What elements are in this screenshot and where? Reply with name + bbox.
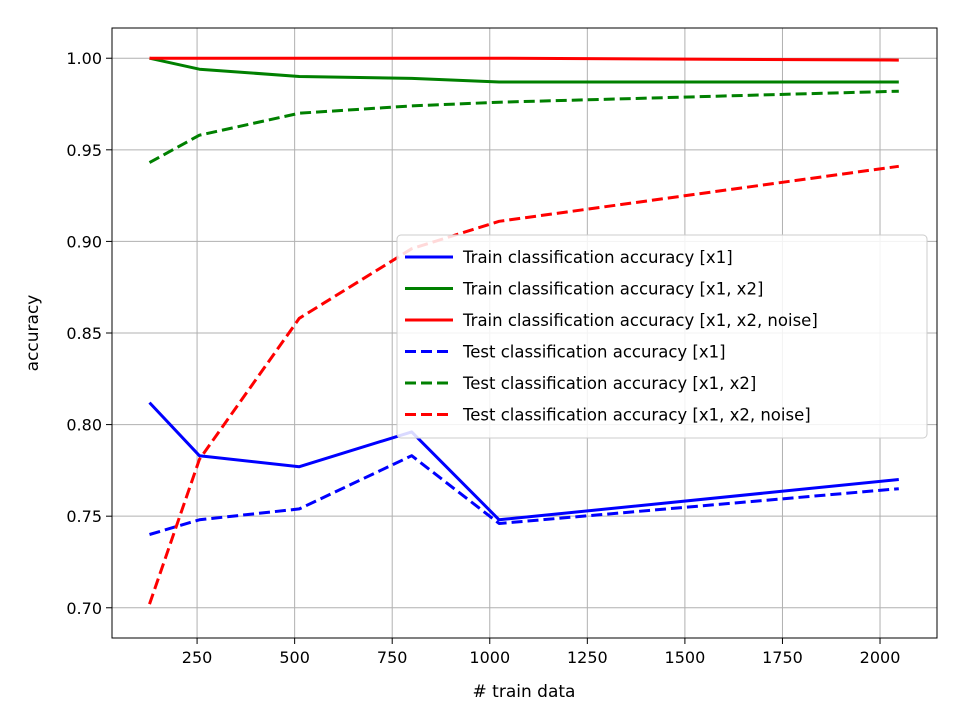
legend-label: Test classification accuracy [x1, x2, no… [462,406,811,425]
x-tick-label: 1750 [762,648,803,667]
series-line [149,56,899,84]
legend-box [396,234,928,439]
y-tick-label: 0.70 [66,599,102,618]
series-line [148,401,899,522]
x-axis: 250 500 750 1000 1250 1500 1750 2000 [182,638,901,667]
x-tick-label: 500 [279,648,310,667]
x-tick-label: 750 [377,648,408,667]
series-line [148,164,900,605]
y-tick-label: 0.80 [66,416,102,435]
legend-label: Train classification accuracy [x1, x2] [462,280,763,299]
series-lines [148,56,900,605]
legend-label: Train classification accuracy [x1, x2, n… [462,311,818,330]
y-tick-label: 0.95 [66,141,102,160]
series-line [149,56,899,62]
x-tick-label: 2000 [860,648,901,667]
x-tick-label: 1500 [665,648,706,667]
y-tick-label: 0.90 [66,232,102,251]
legend-label: Train classification accuracy [x1] [462,248,733,267]
series-line [148,89,899,164]
legend: Train classification accuracy [x1] Train … [396,234,928,439]
y-axis: 0.70 0.75 0.80 0.85 0.90 0.95 1.00 [66,49,112,618]
legend-label: Test classification accuracy [x1] [462,343,726,362]
x-tick-label: 250 [182,648,213,667]
y-tick-label: 1.00 [66,49,102,68]
x-tick-label: 1000 [469,648,510,667]
y-axis-label: accuracy [23,295,43,372]
x-axis-label: # train data [473,682,576,702]
x-tick-label: 1250 [567,648,608,667]
series-line [149,454,899,536]
y-tick-label: 0.85 [66,324,102,343]
legend-label: Test classification accuracy [x1, x2] [462,374,756,393]
y-tick-label: 0.75 [66,507,102,526]
